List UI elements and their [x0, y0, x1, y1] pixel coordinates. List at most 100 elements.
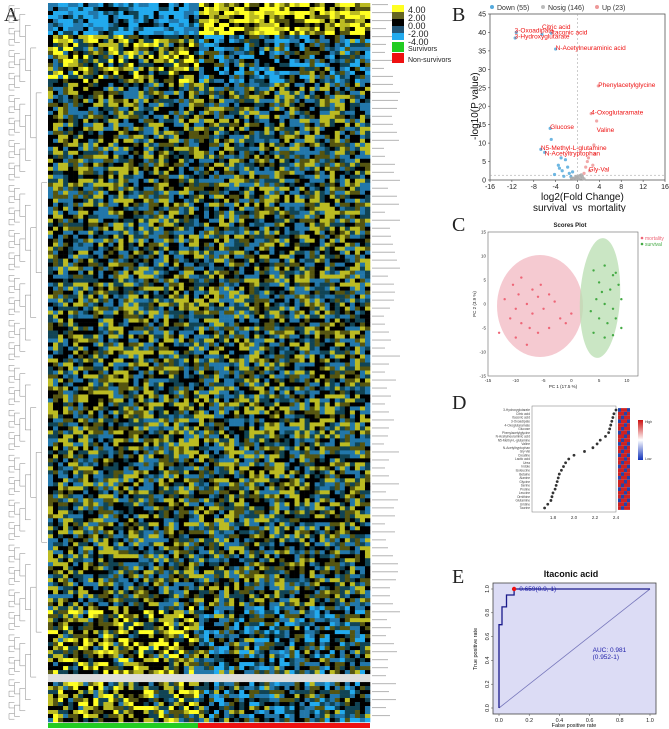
heatmap-cell: [133, 234, 139, 239]
heatmap-cell: [188, 26, 195, 32]
heatmap-cell: [274, 262, 280, 267]
heatmap-cell: [168, 118, 175, 124]
heatmap-cell: [209, 166, 215, 172]
heatmap-cell: [299, 302, 305, 307]
heatmap-cell: [249, 58, 255, 64]
heatmap-cell: [299, 158, 305, 164]
heatmap-cell: [304, 178, 310, 184]
heatmap-cell: [309, 226, 315, 231]
heatmap-cell: [138, 146, 144, 152]
heatmap-cell: [113, 266, 119, 271]
heatmap-cell: [63, 62, 69, 68]
heatmap-cell: [309, 246, 315, 251]
heatmap-cell: [178, 66, 185, 72]
heatmap-cell: [254, 226, 260, 231]
heatmap-cell: [123, 266, 129, 271]
heatmap-cell: [329, 234, 336, 239]
heatmap-cell: [68, 10, 74, 16]
heatmap-cell: [324, 130, 331, 136]
heatmap-cell: [188, 150, 195, 156]
heatmap-cell: [58, 10, 64, 16]
heatmap-cell: [329, 254, 336, 259]
heatmap-cell: [48, 306, 54, 311]
heatmap-cell: [118, 278, 124, 283]
heatmap-cell: [138, 258, 144, 263]
heatmap-cell: [158, 194, 165, 200]
heatmap-cell: [289, 14, 295, 20]
heatmap-cell: [48, 50, 54, 56]
heatmap-cell: [183, 62, 190, 68]
heatmap-cell: [259, 66, 265, 72]
heatmap-cell: [314, 58, 320, 64]
heatmap-cell: [214, 10, 220, 16]
heatmap-cell: [163, 186, 170, 192]
heatmap-cell: [334, 186, 341, 192]
dendrogram-branch: [8, 409, 15, 417]
heatmap-cell: [259, 42, 265, 48]
heatmap-cell: [229, 66, 235, 72]
heatmap-cell: [359, 202, 366, 208]
heatmap-cell: [234, 38, 240, 44]
heatmap-cell: [249, 114, 255, 120]
heatmap-cell: [249, 130, 255, 136]
heatmap-cell: [103, 214, 109, 219]
heatmap-cell: [133, 3, 139, 8]
heatmap-cell: [78, 10, 84, 16]
heatmap-cell: [48, 234, 54, 239]
heatmap-cell: [319, 206, 326, 212]
heatmap-cell: [264, 170, 270, 176]
heatmap-cell: [53, 234, 59, 239]
heatmap-cell: [73, 302, 79, 307]
heatmap-cell: [93, 142, 99, 148]
heatmap-cell: [234, 250, 240, 255]
heatmap-cell: [319, 190, 326, 196]
heatmap-cell: [259, 18, 265, 24]
heatmap-cell: [259, 162, 265, 168]
heatmap-cell: [88, 210, 94, 215]
heatmap-cell: [68, 218, 74, 223]
heatmap-cell: [153, 106, 159, 112]
heatmap-cell: [58, 166, 64, 172]
heatmap-cell: [304, 126, 310, 132]
heatmap-cell: [254, 114, 260, 120]
heatmap-cell: [113, 222, 119, 227]
heatmap-cell: [183, 190, 190, 196]
heatmap-cell: [299, 34, 305, 40]
heatmap-cell: [214, 162, 220, 168]
heatmap-cell: [178, 174, 185, 180]
heatmap-cell: [259, 110, 265, 116]
heatmap-cell: [339, 6, 346, 12]
heatmap-cell: [123, 74, 129, 80]
heatmap-cell: [234, 278, 240, 283]
heatmap-cell: [133, 238, 139, 243]
heatmap-cell: [234, 26, 240, 32]
heatmap-cell: [148, 54, 154, 60]
heatmap-cell: [118, 3, 124, 8]
heatmap-cell: [188, 270, 195, 275]
heatmap-cell: [148, 138, 154, 144]
heatmap-cell: [63, 302, 69, 307]
heatmap-cell: [48, 278, 54, 283]
heatmap-cell: [123, 78, 129, 84]
heatmap-cell: [244, 98, 250, 104]
heatmap-cell: [314, 298, 320, 303]
heatmap-cell: [319, 98, 326, 104]
dendrogram-branch: [8, 511, 15, 518]
heatmap-cell: [304, 110, 310, 116]
heatmap-cell: [138, 98, 144, 104]
heatmap-cell: [148, 254, 154, 259]
heatmap-cell: [289, 270, 295, 275]
heatmap-cell: [249, 218, 255, 223]
heatmap-cell: [349, 110, 356, 116]
dendrogram-branch: [8, 522, 15, 529]
heatmap-cell: [334, 106, 341, 112]
heatmap-cell: [73, 70, 79, 76]
heatmap-cell: [284, 46, 290, 52]
heatmap-cell: [143, 30, 149, 36]
heatmap-cell: [88, 50, 94, 56]
heatmap-cell: [319, 262, 326, 267]
heatmap-cell: [78, 146, 84, 152]
heatmap-cell: [153, 302, 159, 307]
heatmap-cell: [183, 238, 190, 243]
heatmap-cell: [324, 298, 331, 303]
